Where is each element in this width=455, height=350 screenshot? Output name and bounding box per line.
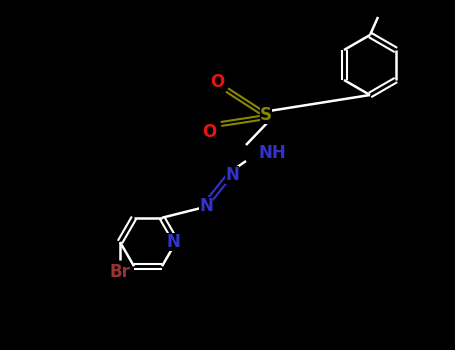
- Text: Br: Br: [110, 263, 131, 281]
- Text: S: S: [260, 106, 272, 124]
- Text: O: O: [210, 73, 224, 91]
- Text: NH: NH: [258, 144, 286, 162]
- Text: O: O: [202, 123, 216, 141]
- Text: N: N: [199, 197, 213, 215]
- Text: N: N: [166, 233, 180, 251]
- Text: N: N: [225, 166, 239, 184]
